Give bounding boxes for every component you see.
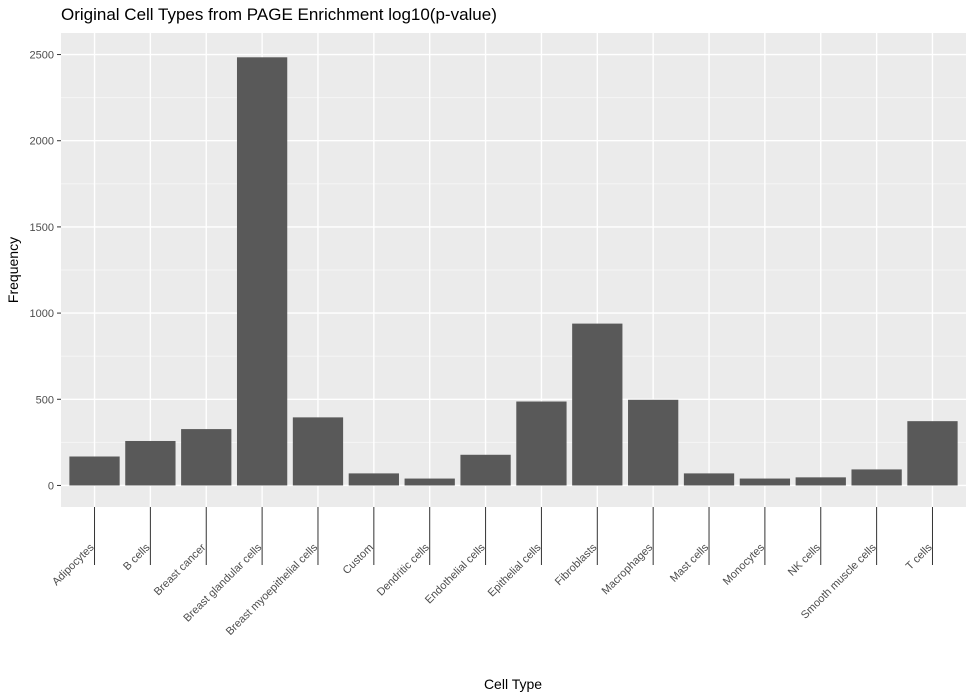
x-tick-label: Dendritic cells — [375, 541, 432, 598]
x-tick-label: Monocytes — [721, 541, 767, 587]
bar — [292, 417, 344, 486]
y-axis: 0 500 1000 1500 2000 2500 — [30, 50, 61, 492]
bar — [907, 421, 958, 486]
bar — [572, 323, 623, 486]
bar — [628, 399, 679, 486]
x-tick-label: Endothelial cells — [423, 541, 488, 606]
x-axis-title: Cell Type — [484, 676, 542, 692]
bar — [795, 477, 846, 486]
bar — [348, 473, 399, 486]
bar — [460, 454, 511, 486]
y-tick-label: 500 — [36, 394, 54, 406]
x-tick-label: Fibroblasts — [553, 541, 600, 588]
bar — [236, 57, 288, 486]
y-tick-label: 1000 — [30, 308, 54, 320]
bar — [683, 473, 735, 486]
x-tick-label: Adipocytes — [50, 541, 97, 588]
x-tick-label: NK cells — [786, 541, 823, 578]
bar — [125, 440, 176, 486]
x-tick-label: Mast cells — [668, 541, 711, 584]
bar — [739, 478, 791, 486]
bar — [181, 429, 232, 486]
x-tick-label: Custom — [341, 542, 376, 577]
bar — [69, 456, 120, 486]
bars — [69, 57, 958, 486]
x-tick-label: Breast myoepithelial cells — [224, 541, 321, 638]
y-tick-label: 1500 — [30, 222, 54, 234]
y-tick-label: 0 — [48, 480, 54, 492]
y-axis-title: Frequency — [5, 237, 21, 303]
bar — [516, 401, 567, 486]
y-tick-label: 2500 — [30, 50, 54, 62]
x-tick-label: Epithelial cells — [486, 541, 544, 599]
x-tick-label: B cells — [121, 541, 153, 573]
y-tick-label: 2000 — [30, 136, 54, 148]
bar — [404, 478, 455, 486]
x-tick-label: T cells — [904, 541, 935, 572]
x-tick-label: Macrophages — [600, 541, 656, 597]
x-tick-label: Breast cancer — [152, 541, 209, 598]
bar — [851, 469, 902, 486]
chart-title: Original Cell Types from PAGE Enrichment… — [61, 5, 497, 24]
